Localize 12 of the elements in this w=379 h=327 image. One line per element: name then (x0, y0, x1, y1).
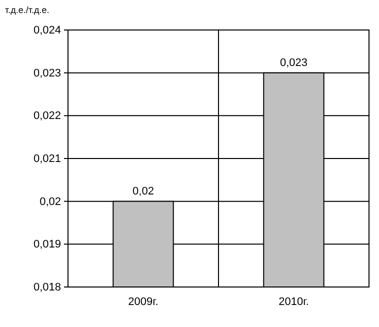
x-tick-label: 2010г. (278, 296, 309, 308)
y-tick-label: 0,019 (33, 238, 61, 251)
x-tick-label: 2009г. (128, 296, 158, 308)
data-label: 0,023 (280, 56, 308, 69)
y-tick-label: 0,018 (33, 282, 61, 294)
y-tick-label: 0,024 (33, 24, 61, 37)
y-axis-title: т.д.е./т.д.е. (5, 5, 50, 15)
y-tick-label: 0,022 (33, 110, 61, 122)
y-tick-label: 0,021 (33, 153, 61, 166)
data-label: 0,02 (132, 185, 154, 198)
y-tick-label: 0,02 (40, 196, 61, 208)
y-tick-label: 0,023 (33, 67, 61, 80)
